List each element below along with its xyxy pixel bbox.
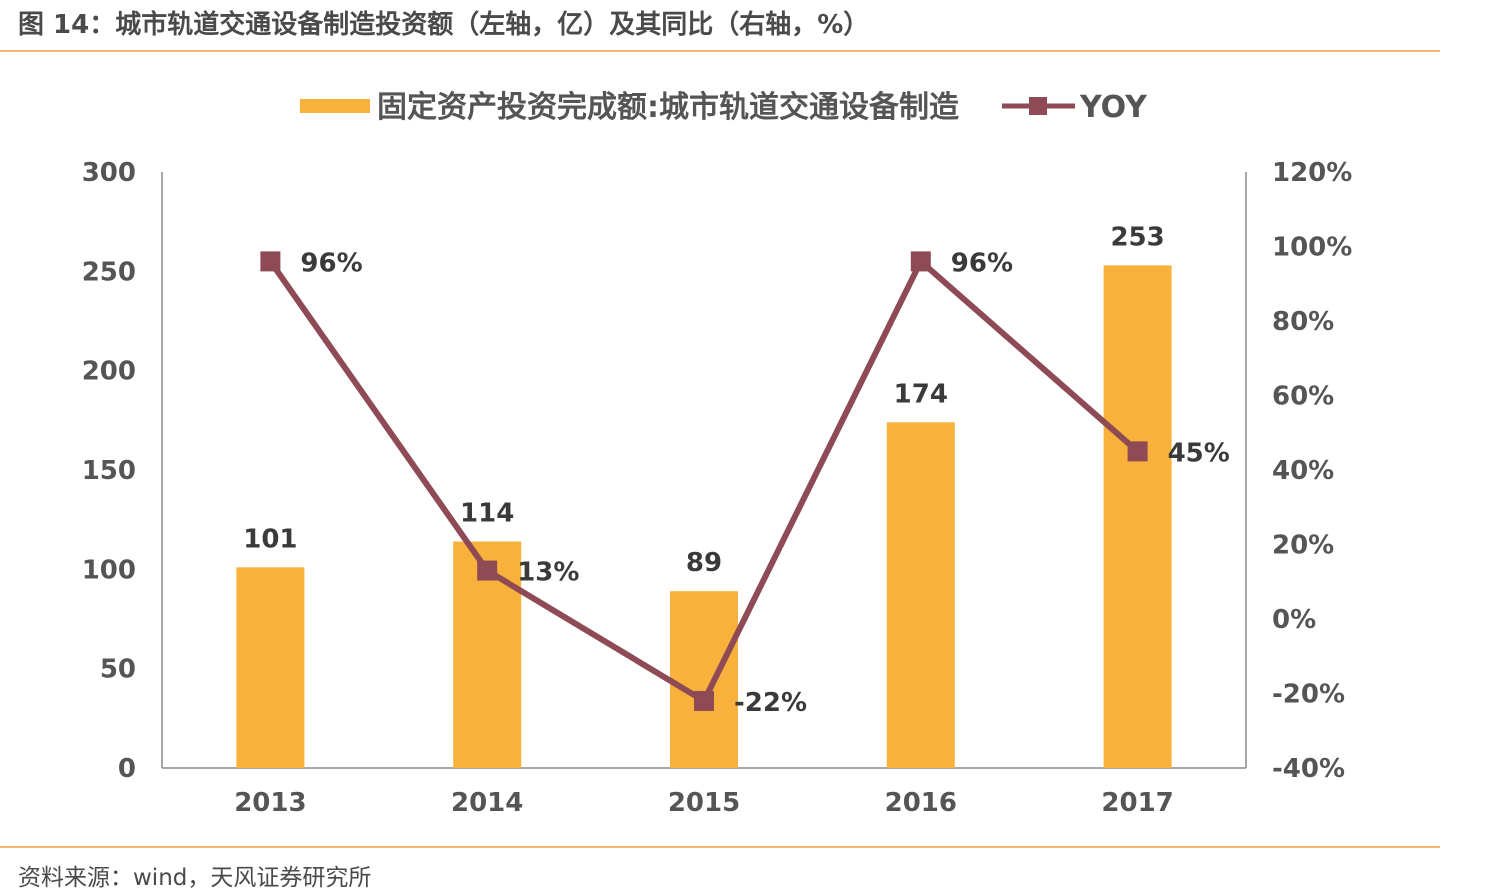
yoy-marker-2017 [1127, 441, 1148, 462]
legend-line-marker [1029, 97, 1047, 115]
yoy-marker-2013 [260, 251, 281, 272]
right-tick-label: 80% [1272, 307, 1334, 337]
left-tick-label: 50 [100, 655, 136, 685]
bar-2015 [670, 591, 738, 768]
right-tick-label: -40% [1272, 754, 1345, 784]
x-tick-label: 2014 [451, 788, 523, 818]
right-tick-label: 120% [1272, 158, 1352, 188]
yoy-marker-2014 [477, 560, 498, 581]
yoy-value-label: 96% [300, 248, 362, 278]
bar-2017 [1103, 265, 1172, 768]
bar-value-label: 89 [686, 548, 722, 578]
legend-line-label: YOY [1079, 90, 1148, 125]
bar-value-label: 114 [460, 499, 514, 529]
right-tick-label: 100% [1272, 233, 1352, 263]
right-tick-label: 60% [1272, 382, 1334, 412]
yoy-value-label: 45% [1168, 438, 1230, 468]
left-tick-label: 200 [82, 357, 136, 387]
legend: 固定资产投资完成额:城市轨道交通设备制造 YOY [300, 90, 1148, 125]
yoy-value-label: -22% [734, 688, 807, 718]
legend-bar-swatch [300, 99, 370, 113]
left-tick-label: 250 [82, 257, 136, 287]
right-tick-label: 0% [1272, 605, 1316, 635]
x-tick-label: 2013 [234, 788, 306, 818]
x-axis-ticks: 2013 2014 2015 2016 2017 [234, 788, 1174, 818]
yoy-data-labels: 96% 13% -22% 96% 45% [300, 248, 1229, 718]
yoy-value-label: 96% [951, 248, 1013, 278]
yoy-marker-2016 [910, 251, 931, 272]
bar-2013 [236, 567, 305, 768]
title-divider [0, 50, 1440, 52]
yoy-marker-2015 [694, 690, 714, 711]
right-tick-label: -20% [1272, 680, 1345, 710]
bar-2016 [886, 422, 955, 768]
yoy-value-label: 13% [517, 558, 579, 588]
yoy-line-series [260, 251, 1148, 711]
x-tick-label: 2015 [668, 788, 740, 818]
combo-chart: 固定资产投资完成额:城市轨道交通设备制造 YOY 0 50 100 150 200 250… [82, 90, 1353, 818]
bar-value-label: 101 [243, 524, 297, 554]
left-tick-label: 300 [82, 158, 136, 188]
left-tick-label: 0 [118, 754, 136, 784]
left-tick-label: 100 [82, 555, 136, 585]
bar-series [236, 265, 1172, 768]
bar-value-label: 253 [1110, 222, 1164, 252]
figure-title: 图 14：城市轨道交通设备制造投资额（左轴，亿）及其同比（右轴，%） [18, 10, 870, 40]
right-tick-label: 40% [1272, 456, 1334, 486]
footer-divider [0, 846, 1440, 848]
x-tick-label: 2016 [885, 788, 957, 818]
left-tick-label: 150 [82, 456, 136, 486]
bar-value-label: 174 [894, 379, 948, 409]
source-note: 资料来源：wind，天风证券研究所 [18, 865, 372, 891]
right-axis-ticks: -40% -20% 0% 20% 40% 60% 80% 100% 120% [1272, 158, 1352, 784]
legend-bar-label: 固定资产投资完成额:城市轨道交通设备制造 [377, 90, 959, 125]
left-axis-ticks: 0 50 100 150 200 250 300 [82, 158, 136, 784]
x-tick-label: 2017 [1101, 788, 1173, 818]
right-tick-label: 20% [1272, 531, 1334, 561]
bar-data-labels: 101 114 89 174 253 [243, 222, 1164, 578]
